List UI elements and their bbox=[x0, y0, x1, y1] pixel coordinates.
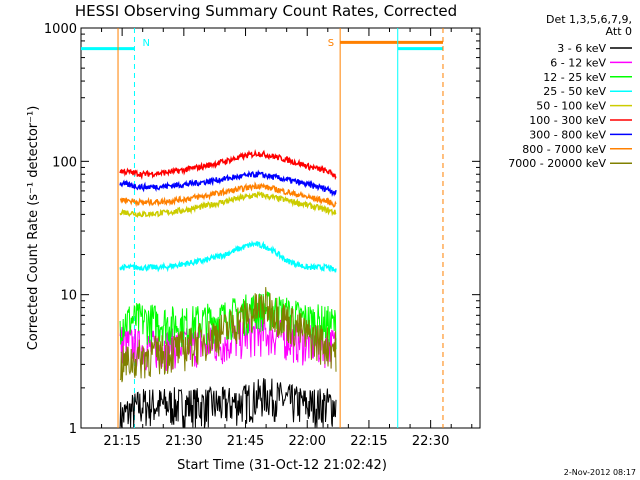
series-line-7 bbox=[119, 181, 337, 208]
legend-label: 6 - 12 keV bbox=[550, 56, 606, 69]
series-line-6 bbox=[119, 169, 337, 197]
legend-header: Att 0 bbox=[606, 25, 632, 38]
series-line-0 bbox=[119, 378, 337, 428]
series-line-8 bbox=[119, 287, 337, 383]
x-tick-label: 22:00 bbox=[289, 434, 326, 449]
x-axis-label: Start Time (31-Oct-12 21:02:42) bbox=[177, 458, 387, 473]
y-tick-label: 100 bbox=[52, 155, 77, 170]
legend-label: 3 - 6 keV bbox=[557, 42, 606, 55]
y-tick-label: 10 bbox=[60, 289, 77, 304]
legend-label: 50 - 100 keV bbox=[536, 100, 606, 113]
series-line-3 bbox=[119, 240, 337, 273]
y-tick-label: 1 bbox=[69, 422, 77, 437]
x-tick-label: 22:15 bbox=[350, 434, 387, 449]
annotation-saa: S bbox=[328, 38, 334, 49]
x-tick-label: 21:15 bbox=[103, 434, 140, 449]
timestamp-footer: 2-Nov-2012 08:17 bbox=[564, 468, 636, 477]
series-line-1 bbox=[119, 316, 337, 372]
plot-area: 21:15 21:30 21:45 22:00 22:15 22:30 1 10 100 1000… bbox=[44, 22, 481, 449]
series-line-5 bbox=[119, 148, 337, 181]
x-tick-label: 21:45 bbox=[227, 434, 264, 449]
legend-label: 7000 - 20000 keV bbox=[508, 157, 606, 170]
x-tick-label: 22:30 bbox=[412, 434, 449, 449]
series-line-4 bbox=[119, 190, 337, 218]
legend-label: 100 - 300 keV bbox=[529, 114, 606, 127]
x-tick-label: 21:30 bbox=[165, 434, 202, 449]
legend-header: Det 1,3,5,6,7,9, bbox=[546, 13, 632, 26]
legend-label: 300 - 800 keV bbox=[529, 128, 606, 141]
y-tick-label: 1000 bbox=[44, 22, 77, 37]
plot-frame bbox=[80, 27, 481, 429]
legend-label: 12 - 25 keV bbox=[543, 71, 606, 84]
legend-label: 25 - 50 keV bbox=[543, 85, 606, 98]
legend-label: 800 - 7000 keV bbox=[522, 143, 606, 156]
chart-title: HESSI Observing Summary Count Rates, Cor… bbox=[75, 2, 457, 20]
y-axis-label: Corrected Count Rate (s⁻¹ detector⁻¹) bbox=[26, 106, 41, 351]
annotation-night: N bbox=[142, 38, 149, 49]
